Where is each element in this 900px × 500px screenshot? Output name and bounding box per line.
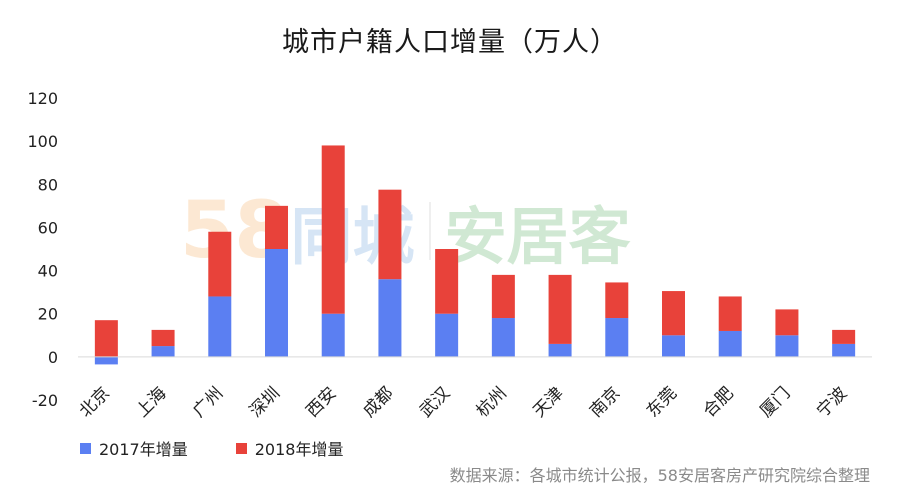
legend-item-2018: 2018年增量 xyxy=(235,436,344,460)
bar-2018 xyxy=(548,274,572,344)
chart-title: 城市户籍人口增量（万人） xyxy=(282,27,618,58)
x-tick-label: 深圳 xyxy=(246,383,284,421)
legend-label-2018: 2018年增量 xyxy=(254,440,344,459)
y-tick-label: -20 xyxy=(32,391,58,410)
bar-2018 xyxy=(832,329,856,344)
bar-2018 xyxy=(605,282,629,319)
bar-2017 xyxy=(662,335,685,357)
x-tick-label: 广州 xyxy=(189,383,227,421)
bar-2017 xyxy=(832,343,856,357)
bar-2018 xyxy=(662,291,685,336)
bar-2017 xyxy=(151,346,175,357)
bar-2018 xyxy=(718,296,742,331)
y-tick-label: 120 xyxy=(27,89,58,108)
bar-2017 xyxy=(491,318,515,357)
y-tick-label: 40 xyxy=(38,262,58,281)
bar-2018 xyxy=(265,205,288,249)
bar-2017 xyxy=(435,313,459,357)
bar-2018 xyxy=(435,249,459,314)
x-tick-label: 宁波 xyxy=(813,383,851,421)
y-tick-label: 80 xyxy=(38,175,58,194)
y-tick-label: 0 xyxy=(48,348,58,367)
x-tick-label: 西安 xyxy=(303,383,341,421)
x-tick-label: 合肥 xyxy=(700,383,738,421)
x-tick-label: 东莞 xyxy=(643,383,681,421)
x-tick-label: 成都 xyxy=(359,383,397,421)
bar-2017 xyxy=(378,279,402,357)
x-tick-label: 厦门 xyxy=(756,383,794,421)
x-tick-label: 上海 xyxy=(132,383,170,421)
bar-2018 xyxy=(208,231,232,297)
source-note: 数据来源：各城市统计公报，58安居客房产研究院综合整理 xyxy=(449,466,870,485)
bar-2018 xyxy=(321,145,345,314)
bar-2018 xyxy=(378,189,402,280)
bar-2017 xyxy=(548,343,572,357)
legend-swatch-2017 xyxy=(80,442,91,454)
bar-2017 xyxy=(94,356,118,365)
bar-2017 xyxy=(321,313,345,357)
y-tick-label: 60 xyxy=(38,218,58,237)
x-tick-label: 杭州 xyxy=(473,383,511,421)
bar-2017 xyxy=(775,335,799,357)
bar-2018 xyxy=(94,320,118,357)
y-tick-label: 20 xyxy=(38,305,58,324)
legend: 2017年增量 2018年增量 xyxy=(80,436,343,460)
bar-2018 xyxy=(775,309,799,336)
bar-2017 xyxy=(605,318,629,357)
x-tick-label: 北京 xyxy=(76,383,114,421)
legend-item-2017: 2017年增量 xyxy=(80,436,188,460)
x-tick-label: 武汉 xyxy=(416,383,454,421)
bar-2017 xyxy=(718,330,742,357)
legend-swatch-2018 xyxy=(235,442,247,454)
x-tick-label: 天津 xyxy=(529,383,567,421)
legend-label-2017: 2017年增量 xyxy=(99,440,188,459)
y-tick-label: 100 xyxy=(27,132,58,151)
x-tick-label: 南京 xyxy=(586,383,624,421)
bar-2018 xyxy=(491,274,515,319)
bar-2017 xyxy=(208,296,232,357)
bar-2018 xyxy=(151,329,175,347)
bar-2017 xyxy=(265,249,288,357)
